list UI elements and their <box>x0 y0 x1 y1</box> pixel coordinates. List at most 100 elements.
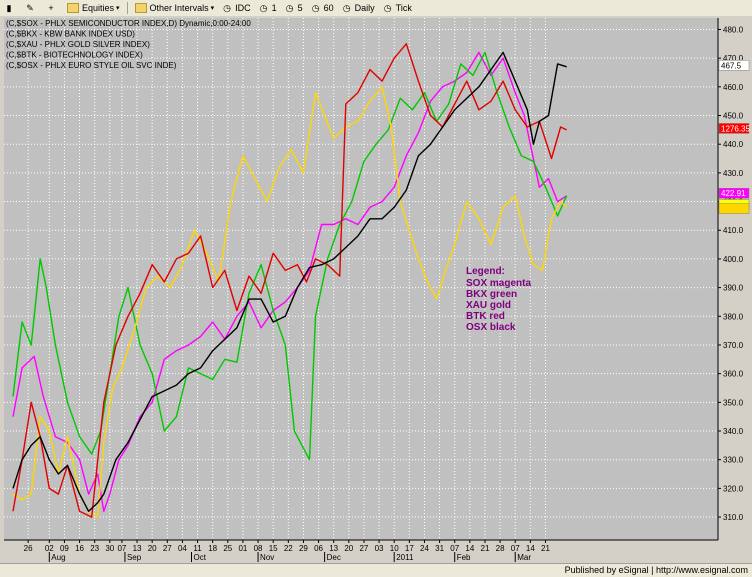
equities-menu[interactable]: Equities ▾ <box>63 1 124 15</box>
x-tick-label: 26 <box>24 544 33 553</box>
series-line-bkx <box>12 51 568 461</box>
x-tick-label: 29 <box>299 544 308 553</box>
y-tick-label: 310.0 <box>723 513 744 522</box>
legend-item: SOX magenta <box>466 278 531 289</box>
x-tick-label: 13 <box>329 544 338 553</box>
legend-item: XAU gold <box>466 300 511 311</box>
month-label: Sep <box>127 553 142 562</box>
y-tick-label: 350.0 <box>723 398 744 407</box>
x-tick-label: 30 <box>105 544 114 553</box>
legend-item: BTK red <box>466 311 505 322</box>
add-symbol-button[interactable]: + <box>42 1 63 15</box>
clock-icon: ◷ <box>342 3 351 13</box>
clock-icon: ◷ <box>259 3 268 13</box>
chart-title-block: (C,$SOX - PHLX SEMICONDUCTOR INDEX,D) Dy… <box>6 19 251 70</box>
legend-item: OSX black <box>466 322 516 333</box>
chart-title-line: (C,$OSX - PHLX EURO STYLE OIL SVC INDE) <box>6 61 177 70</box>
chart-window[interactable]: (C,$SOX - PHLX SEMICONDUCTOR INDEX,D) Dy… <box>0 16 752 563</box>
x-tick-label: 14 <box>526 544 535 553</box>
clock-icon: ◷ <box>311 3 320 13</box>
clock-icon: ◷ <box>383 3 392 13</box>
x-tick-label: 27 <box>359 544 368 553</box>
legend-item: BKX green <box>466 289 517 300</box>
idc-button[interactable]: ◷ IDC <box>218 1 255 15</box>
y-tick-label: 460.0 <box>723 83 744 92</box>
x-tick-label: 20 <box>344 544 353 553</box>
x-tick-label: 27 <box>163 544 172 553</box>
y-tick-label: 400.0 <box>723 255 744 264</box>
interval-5-button[interactable]: ◷ 5 <box>281 1 307 15</box>
chart-title-line: (C,$BKX - KBW BANK INDEX USD) <box>6 30 135 39</box>
chart-svg[interactable]: (C,$SOX - PHLX SEMICONDUCTOR INDEX,D) Dy… <box>0 16 752 563</box>
tick-label: Tick <box>395 3 412 13</box>
x-tick-label: 07 <box>117 544 126 553</box>
x-tick-label: 17 <box>405 544 414 553</box>
legend-title: Legend: <box>466 266 505 277</box>
tick-button[interactable]: ◷ Tick <box>379 1 416 15</box>
y-tick-label: 320.0 <box>723 484 744 493</box>
month-label: Mar <box>517 553 531 562</box>
plus-icon: + <box>48 3 54 13</box>
y-tick-label: 390.0 <box>723 284 744 293</box>
series-line-xau <box>12 86 568 518</box>
y-tick-label: 470.0 <box>723 54 744 63</box>
chart-title-line: (C,$BTK - BIOTECHNOLOGY INDEX) <box>6 51 143 60</box>
y-tick-label: 440.0 <box>723 140 744 149</box>
x-tick-label: 01 <box>238 544 247 553</box>
month-label: Nov <box>260 553 274 562</box>
clock-icon: ◷ <box>223 3 232 13</box>
interval-1-label: 1 <box>271 3 277 13</box>
idc-label: IDC <box>235 3 251 13</box>
x-tick-label: 15 <box>269 544 278 553</box>
x-tick-label: 07 <box>450 544 459 553</box>
x-tick-label: 11 <box>193 544 202 553</box>
series-layer <box>12 43 568 518</box>
x-axis: 26 02 09 16 23 30 07 13 20 27 04 11 18 25 01 08 15 22 29 06… <box>4 539 718 562</box>
chart-type-button[interactable]: ▮ <box>0 1 21 15</box>
y-tick-label: 450.0 <box>723 112 744 121</box>
y-tick-label: 360.0 <box>723 370 744 379</box>
other-intervals-menu[interactable]: Other Intervals ▾ <box>131 1 219 15</box>
interval-60-label: 60 <box>323 3 334 13</box>
x-tick-label: 14 <box>465 544 474 553</box>
x-tick-label: 13 <box>133 544 142 553</box>
month-label: Oct <box>194 553 207 562</box>
x-tick-label: 09 <box>60 544 69 553</box>
x-tick-label: 10 <box>390 544 399 553</box>
interval-1-button[interactable]: ◷ 1 <box>255 1 281 15</box>
series-line-osx <box>12 51 567 512</box>
other-intervals-label: Other Intervals <box>149 3 209 13</box>
series-line-btk <box>12 43 568 518</box>
x-tick-label: 07 <box>511 544 520 553</box>
toolbar: ▮ ✎ + Equities ▾ Other Intervals ▾ ◷ IDC … <box>0 0 752 17</box>
x-tick-label: 04 <box>178 544 187 553</box>
x-tick-label: 21 <box>481 544 490 553</box>
last-value-tag <box>718 123 750 134</box>
y-tick-label: 330.0 <box>723 456 744 465</box>
y-tick-label: 410.0 <box>723 226 744 235</box>
y-tick-label: 430.0 <box>723 169 744 178</box>
interval-60-button[interactable]: ◷ 60 <box>307 1 338 15</box>
x-tick-label: 31 <box>435 544 444 553</box>
month-label: Dec <box>327 553 341 562</box>
last-value-label: 422.91 <box>721 189 746 198</box>
y-tick-label: 340.0 <box>723 427 744 436</box>
last-value-tags: 467.5 1276.35 422.91 <box>718 60 750 214</box>
draw-tool-button[interactable]: ✎ <box>21 1 42 15</box>
status-bar: Published by eSignal | http://www.esigna… <box>0 563 752 577</box>
last-value-label: 1276.35 <box>721 124 750 133</box>
month-label: 2011 <box>396 553 414 562</box>
chart-title-line: (C,$XAU - PHLX GOLD SILVER INDEX) <box>6 40 150 49</box>
last-value-tag <box>718 60 750 71</box>
x-tick-label: 03 <box>375 544 384 553</box>
y-tick-label: 370.0 <box>723 341 744 350</box>
x-tick-label: 16 <box>75 544 84 553</box>
y-tick-label: 480.0 <box>723 25 744 34</box>
x-tick-label: 06 <box>314 544 323 553</box>
plot-area[interactable] <box>4 18 718 540</box>
interval-5-label: 5 <box>297 3 303 13</box>
daily-button[interactable]: ◷ Daily <box>338 1 379 15</box>
dropdown-arrow-icon: ▾ <box>210 5 215 12</box>
x-tick-label: 08 <box>254 544 263 553</box>
